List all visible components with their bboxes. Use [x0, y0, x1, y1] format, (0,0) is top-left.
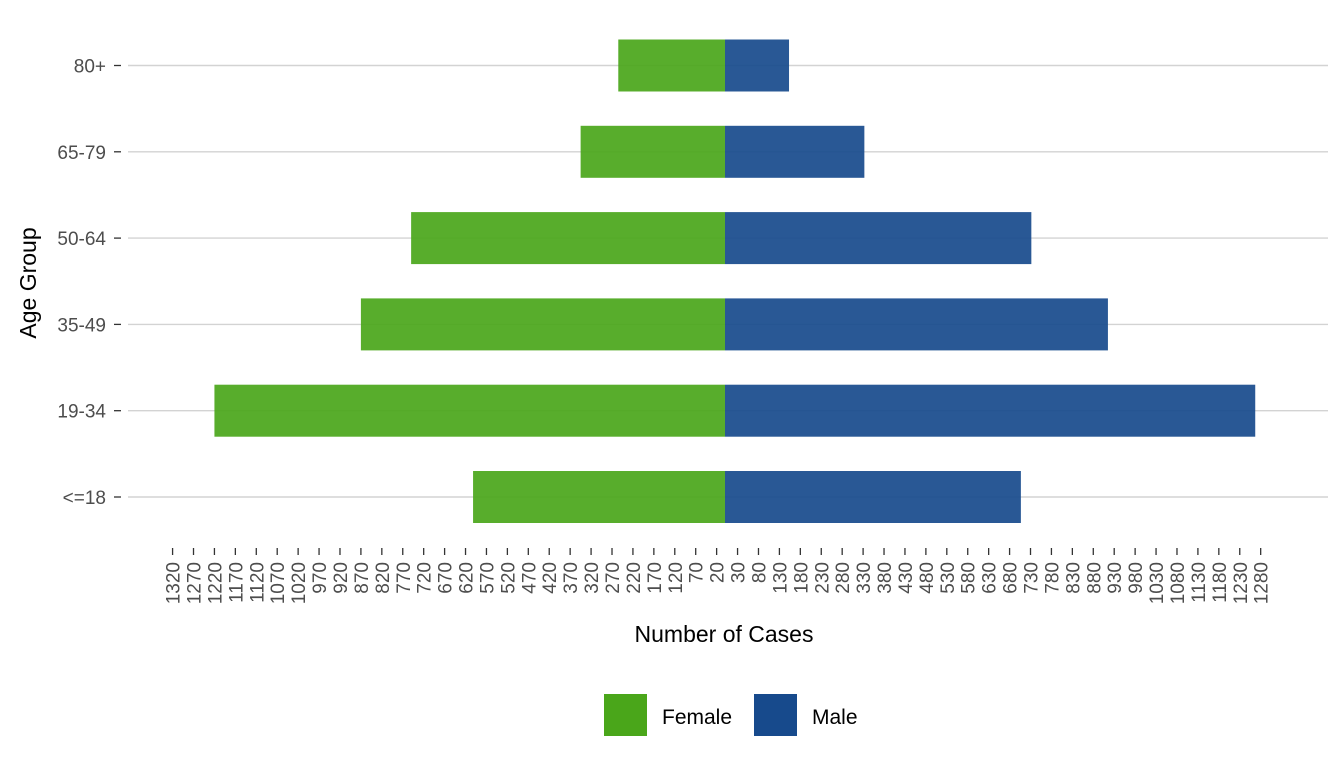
legend-swatch-female — [604, 694, 647, 736]
x-tick-label: 880 — [1084, 562, 1105, 594]
bar-male-35-49 — [725, 298, 1108, 351]
bar-male-18 — [725, 471, 1021, 523]
bar-female-80 — [618, 39, 725, 92]
x-tick-label: 930 — [1105, 562, 1126, 594]
x-tick-label: 680 — [1001, 562, 1022, 594]
x-tick-label: 770 — [394, 562, 415, 594]
x-tick-label: 980 — [1126, 562, 1147, 594]
x-tick-label: 920 — [331, 562, 352, 594]
x-tick-label: 30 — [729, 562, 750, 583]
x-tick-label: 830 — [1063, 562, 1084, 594]
x-tick-label: 470 — [519, 562, 540, 594]
bar-male-50-64 — [725, 212, 1032, 265]
x-tick-label: 1020 — [289, 562, 310, 604]
x-tick-label: 270 — [603, 562, 624, 594]
y-tick-label-18: <=18 — [63, 488, 106, 509]
x-tick-label: 720 — [415, 562, 436, 594]
x-tick-label: 630 — [980, 562, 1001, 594]
legend-swatch-male — [754, 694, 797, 736]
legend: Female Male — [604, 694, 858, 736]
x-tick-label: 1130 — [1189, 562, 1210, 603]
x-tick-label: 670 — [436, 562, 457, 594]
bar-male-80 — [725, 39, 790, 92]
x-tick-label: 820 — [373, 562, 394, 594]
x-tick-label: 530 — [938, 562, 959, 594]
x-tick-label: 1320 — [164, 562, 185, 604]
x-tick-label: 330 — [854, 562, 875, 594]
bar-female-35-49 — [360, 298, 725, 351]
y-tick-label-50-64: 50-64 — [57, 229, 106, 250]
y-axis-title: Age Group — [15, 227, 41, 338]
bar-female-19-34 — [214, 384, 725, 437]
x-tick-label: 70 — [687, 562, 708, 583]
x-tick-label: 220 — [624, 562, 645, 594]
x-tick-label: 430 — [896, 562, 917, 594]
x-tick-label: 730 — [1022, 562, 1043, 594]
x-tick-label: 180 — [791, 562, 812, 594]
x-tick-label: 1280 — [1252, 562, 1273, 604]
x-tick-label: 230 — [812, 562, 833, 594]
x-axis-title: Number of Cases — [635, 621, 814, 647]
y-tick-label-35-49: 35-49 — [57, 315, 106, 336]
x-tick-label: 20 — [708, 562, 729, 583]
bar-female-18 — [473, 471, 725, 523]
bars — [214, 39, 1256, 523]
y-tick-label-65-79: 65-79 — [57, 143, 106, 164]
x-tick-label: 170 — [645, 562, 666, 594]
x-tick-label: 570 — [477, 562, 498, 594]
x-tick-label: 1180 — [1210, 562, 1231, 603]
x-tick-label: 1080 — [1168, 562, 1189, 604]
x-axis: 1320 1270 1220 1170 1120 1070 1020 970 920 870 820… — [164, 548, 1273, 604]
x-tick-label: 370 — [561, 562, 582, 594]
x-tick-label: 520 — [498, 562, 519, 594]
x-tick-label: 580 — [959, 562, 980, 594]
x-tick-label: 870 — [352, 562, 373, 594]
x-tick-label: 780 — [1042, 562, 1063, 594]
y-tick-label-80: 80+ — [74, 57, 106, 78]
x-tick-label: 620 — [457, 562, 478, 594]
legend-label-male: Male — [812, 706, 858, 729]
x-tick-label: 1270 — [185, 562, 206, 604]
x-tick-label: 1220 — [205, 562, 226, 604]
x-tick-label: 130 — [770, 562, 791, 594]
x-tick-label: 420 — [540, 562, 561, 594]
x-tick-label: 1230 — [1231, 562, 1252, 604]
bar-female-65-79 — [580, 125, 725, 178]
y-tick-label-19-34: 19-34 — [57, 402, 106, 423]
x-tick-label: 970 — [310, 562, 331, 594]
x-tick-label: 380 — [875, 562, 896, 594]
x-tick-label: 280 — [833, 562, 854, 594]
bar-male-19-34 — [725, 384, 1256, 437]
x-tick-label: 80 — [749, 562, 770, 583]
legend-label-female: Female — [662, 706, 732, 729]
x-tick-label: 320 — [582, 562, 603, 594]
x-tick-label: 480 — [917, 562, 938, 594]
bar-male-65-79 — [725, 125, 865, 178]
x-tick-label: 1170 — [226, 562, 247, 603]
x-tick-label: 1070 — [268, 562, 289, 604]
y-axis: <=18 19-34 35-49 50-64 65-79 80+ — [57, 57, 121, 509]
x-tick-label: 1030 — [1147, 562, 1168, 604]
x-tick-label: 120 — [666, 562, 687, 594]
x-tick-label: 1120 — [247, 562, 268, 603]
bar-female-50-64 — [411, 212, 725, 265]
